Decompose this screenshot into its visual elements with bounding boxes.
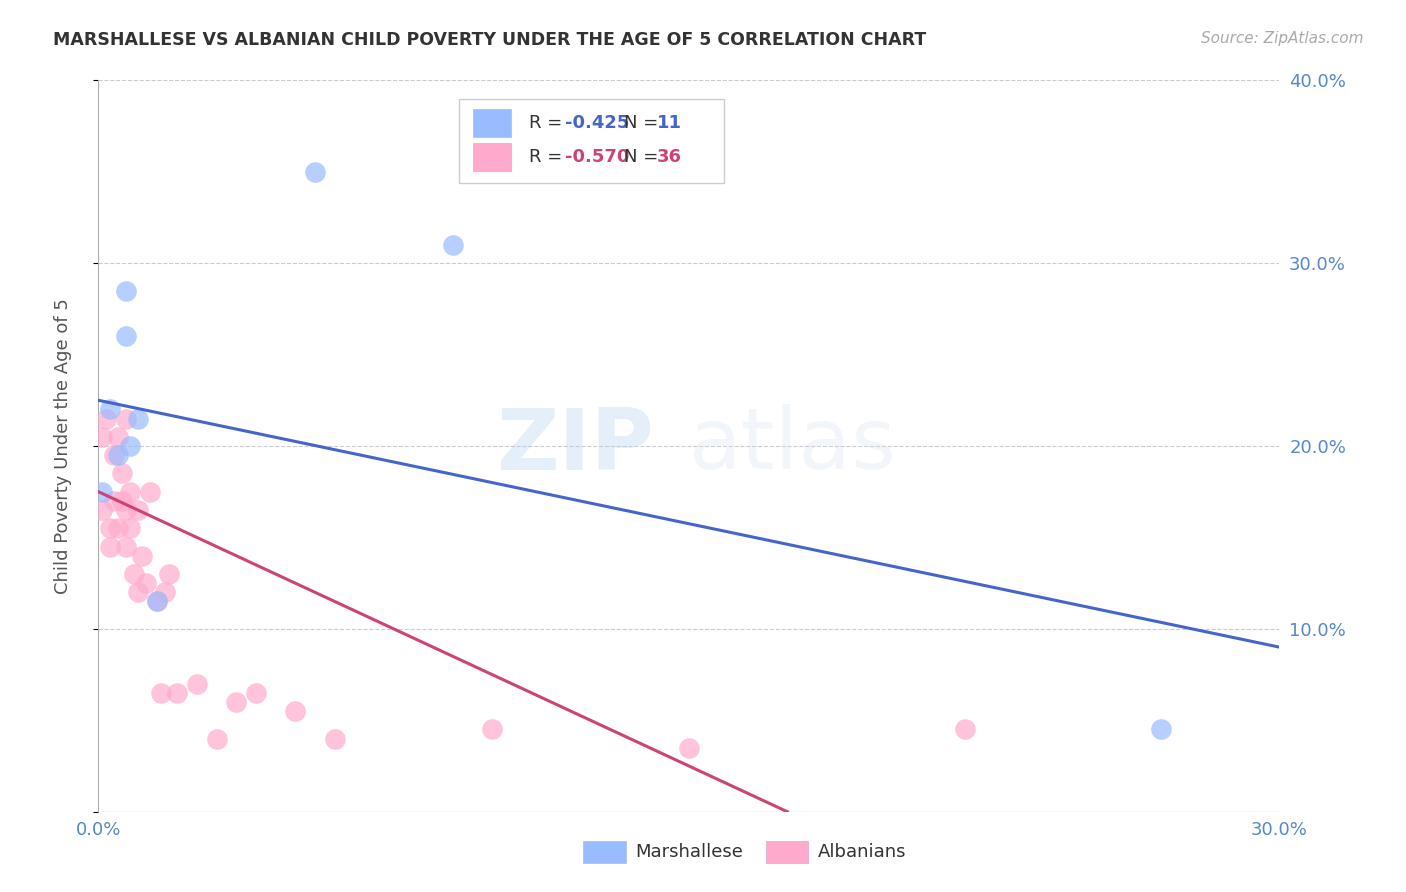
- Point: [205, 731, 228, 746]
- Point: [107, 521, 129, 535]
- Point: [481, 723, 503, 737]
- Text: MARSHALLESE VS ALBANIAN CHILD POVERTY UNDER THE AGE OF 5 CORRELATION CHART: MARSHALLESE VS ALBANIAN CHILD POVERTY UN…: [53, 31, 927, 49]
- Point: [304, 164, 326, 178]
- Point: [118, 484, 141, 499]
- Point: [98, 521, 121, 535]
- Point: [111, 467, 134, 481]
- Text: R =: R =: [530, 113, 568, 132]
- Point: [103, 494, 125, 508]
- Point: [98, 402, 121, 417]
- Point: [91, 503, 114, 517]
- Point: [103, 448, 125, 462]
- Point: [118, 521, 141, 535]
- Text: -0.570: -0.570: [565, 148, 630, 166]
- Point: [91, 484, 114, 499]
- Point: [1150, 723, 1173, 737]
- Text: ZIP: ZIP: [496, 404, 654, 488]
- Point: [323, 731, 346, 746]
- Point: [245, 686, 267, 700]
- Point: [155, 585, 177, 599]
- Point: [107, 448, 129, 462]
- Y-axis label: Child Poverty Under the Age of 5: Child Poverty Under the Age of 5: [53, 298, 72, 594]
- FancyBboxPatch shape: [472, 144, 510, 171]
- Point: [284, 704, 307, 718]
- FancyBboxPatch shape: [472, 109, 510, 136]
- Text: Source: ZipAtlas.com: Source: ZipAtlas.com: [1201, 31, 1364, 46]
- Text: 36: 36: [657, 148, 682, 166]
- Point: [98, 540, 121, 554]
- Point: [122, 567, 145, 582]
- Text: 11: 11: [657, 113, 682, 132]
- Point: [441, 238, 464, 252]
- Point: [146, 594, 169, 608]
- Point: [96, 411, 118, 425]
- Point: [186, 676, 208, 690]
- Point: [150, 686, 173, 700]
- Point: [146, 594, 169, 608]
- Point: [138, 484, 160, 499]
- Point: [225, 695, 247, 709]
- Point: [115, 503, 138, 517]
- Text: Marshallese: Marshallese: [636, 843, 744, 861]
- Point: [127, 503, 149, 517]
- Point: [91, 430, 114, 444]
- Point: [166, 686, 188, 700]
- Point: [115, 540, 138, 554]
- Point: [118, 439, 141, 453]
- Text: N =: N =: [624, 148, 664, 166]
- Point: [127, 411, 149, 425]
- Point: [678, 740, 700, 755]
- Point: [135, 576, 157, 591]
- Point: [115, 411, 138, 425]
- Point: [157, 567, 180, 582]
- Point: [115, 284, 138, 298]
- Point: [131, 549, 153, 563]
- Text: N =: N =: [624, 113, 664, 132]
- Point: [111, 494, 134, 508]
- Text: atlas: atlas: [689, 404, 897, 488]
- Point: [115, 329, 138, 343]
- Text: R =: R =: [530, 148, 568, 166]
- Point: [953, 723, 976, 737]
- Point: [107, 430, 129, 444]
- FancyBboxPatch shape: [458, 99, 724, 183]
- Point: [127, 585, 149, 599]
- Text: Albanians: Albanians: [818, 843, 907, 861]
- Text: -0.425: -0.425: [565, 113, 630, 132]
